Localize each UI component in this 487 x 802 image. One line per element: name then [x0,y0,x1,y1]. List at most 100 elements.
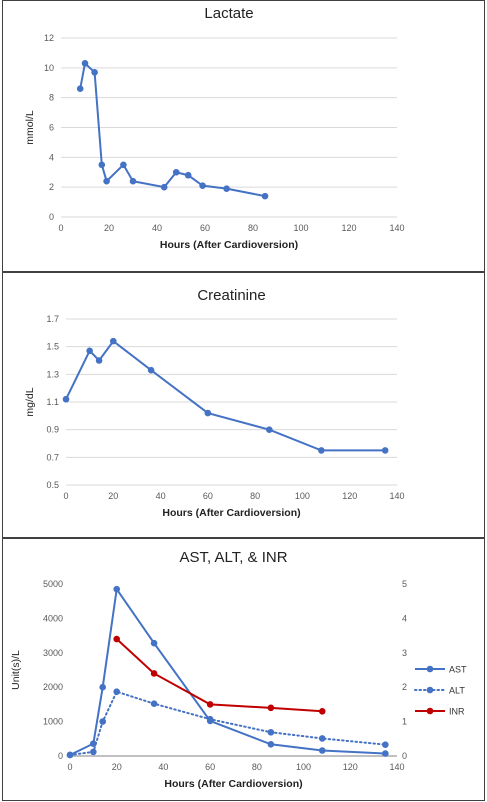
liver-ast-point [113,585,121,593]
liver-alt-point [90,748,97,756]
lactate-series-point [160,183,168,191]
liver-alt-line [69,690,387,756]
ast-alt-inr-chart: AST, ALT, & INR0100020003000400050000123… [10,549,467,790]
creatinine-y-tick-label: 0.9 [46,425,59,435]
creatinine-title: Creatinine [197,287,265,304]
creatinine-x-tick-label: 80 [250,491,260,501]
liver-legend-ast-label: AST [449,665,467,675]
liver-x-axis-label: Hours (After Cardioversion) [164,778,302,790]
lactate-x-tick-label: 120 [341,223,356,233]
liver-alt-point [66,751,74,759]
liver-alt-point [150,700,158,708]
liver-y2-tick-label: 4 [402,613,407,623]
liver-y-tick-label: 1000 [43,717,63,727]
creatinine-x-tick-label: 140 [389,491,404,501]
creatinine-x-tick-label: 40 [156,491,166,501]
creatinine-y-tick-label: 1.1 [46,397,59,407]
liver-y2-tick-label: 1 [402,717,407,727]
creatinine-series-point [318,447,325,454]
creatinine-x-axis-label: Hours (After Cardioversion) [162,507,300,519]
lactate-y-tick-label: 0 [49,212,54,222]
liver-x-tick-label: 100 [296,762,311,772]
lactate-y-axis-label: mmol/L [24,110,36,145]
liver-y2-tick-label: 5 [402,579,407,589]
liver-inr-line [116,638,323,713]
liver-legend-inr-label: INR [449,707,465,717]
lactate-x-tick-label: 40 [152,223,162,233]
liver-ast-point [318,747,326,754]
lactate-series-point [120,161,127,169]
liver-alt-point [99,718,106,725]
creatinine-x-tick-label: 60 [203,491,213,501]
liver-y-tick-label: 4000 [43,613,63,623]
lactate-series-point [172,168,180,176]
liver-inr-point [267,704,275,712]
liver-legend-inr-marker [426,707,434,715]
creatinine-series-line [65,339,386,452]
lactate-series-point [98,161,106,169]
liver-x-tick-label: 140 [389,762,404,772]
liver-y-tick-label: 0 [58,751,63,761]
creatinine-y-tick-label: 0.7 [46,452,59,462]
lactate-y-tick-label: 4 [49,152,54,162]
liver-inr-point [150,670,158,677]
creatinine-y-tick-label: 1.7 [46,314,59,324]
liver-alt-point [318,735,326,742]
creatinine-chart: Creatinine 0.5 0.7 0.9 1.1 1.3 1.5 1.7 0 20 40 60 80… [24,287,405,519]
lactate-x-tick-label: 100 [293,223,308,233]
liver-y-tick-label: 3000 [43,648,63,658]
lactate-x-tick-label: 0 [58,223,63,233]
creatinine-series-point [86,347,93,355]
liver-y2-tick-label: 2 [402,682,407,692]
lactate-x-tick-label: 60 [200,223,210,233]
lactate-series-point [261,192,269,200]
liver-ast-point [99,683,106,691]
lactate-y-tick-label: 2 [49,182,54,192]
lactate-series-point [184,171,192,179]
liver-x-tick-label: 80 [252,762,262,772]
liver-ast-point [150,639,158,647]
lactate-series-point [129,177,137,185]
lactate-series-point [199,182,206,189]
creatinine-series-point [109,337,117,345]
creatinine-series-point [381,447,389,454]
lactate-x-axis-label: Hours (After Cardioversion) [160,239,298,251]
liver-y-axis-label: Unit(s)/L [10,650,22,690]
creatinine-x-tick-label: 100 [295,491,310,501]
lactate-series-point [76,85,84,93]
creatinine-y-tick-label: 0.5 [46,480,59,490]
lactate-x-tick-label: 80 [248,223,258,233]
creatinine-x-tick-label: 120 [342,491,357,501]
lactate-series-point [91,69,98,76]
liver-x-tick-label: 20 [112,762,122,772]
liver-y-tick-label: 5000 [43,579,63,589]
creatinine-chart-panel: Creatinine 0.5 0.7 0.9 1.1 1.3 1.5 1.7 0 20 40 60 80… [2,272,485,538]
lactate-x-tick-label: 140 [389,223,404,233]
liver-title: AST, ALT, & INR [179,549,287,566]
creatinine-series-point [95,357,103,364]
liver-legend-alt-marker [426,686,434,694]
creatinine-series-point [266,426,273,433]
creatinine-x-tick-label: 0 [63,491,68,501]
liver-ast-point [267,741,275,748]
lactate-title: Lactate [204,5,253,22]
liver-y2-tick-label: 3 [402,648,407,658]
creatinine-y-tick-label: 1.3 [46,369,59,379]
creatinine-series-point [147,366,155,374]
liver-alt-point [113,688,121,695]
liver-alt-point [267,728,275,736]
liver-legend-ast-marker [426,665,434,673]
liver-ast-point [90,740,97,747]
lactate-series-line [79,61,266,198]
liver-y-tick-label: 2000 [43,682,63,692]
liver-alt-point [382,741,389,748]
liver-x-tick-label: 40 [158,762,168,772]
creatinine-y-axis-label: mg/dL [24,387,36,416]
creatinine-x-tick-label: 20 [108,491,118,501]
liver-x-tick-label: 120 [343,762,358,772]
lactate-series-point [81,60,89,67]
liver-inr-point [113,635,121,643]
liver-ast-point [382,750,389,757]
creatinine-series-point [204,409,212,417]
